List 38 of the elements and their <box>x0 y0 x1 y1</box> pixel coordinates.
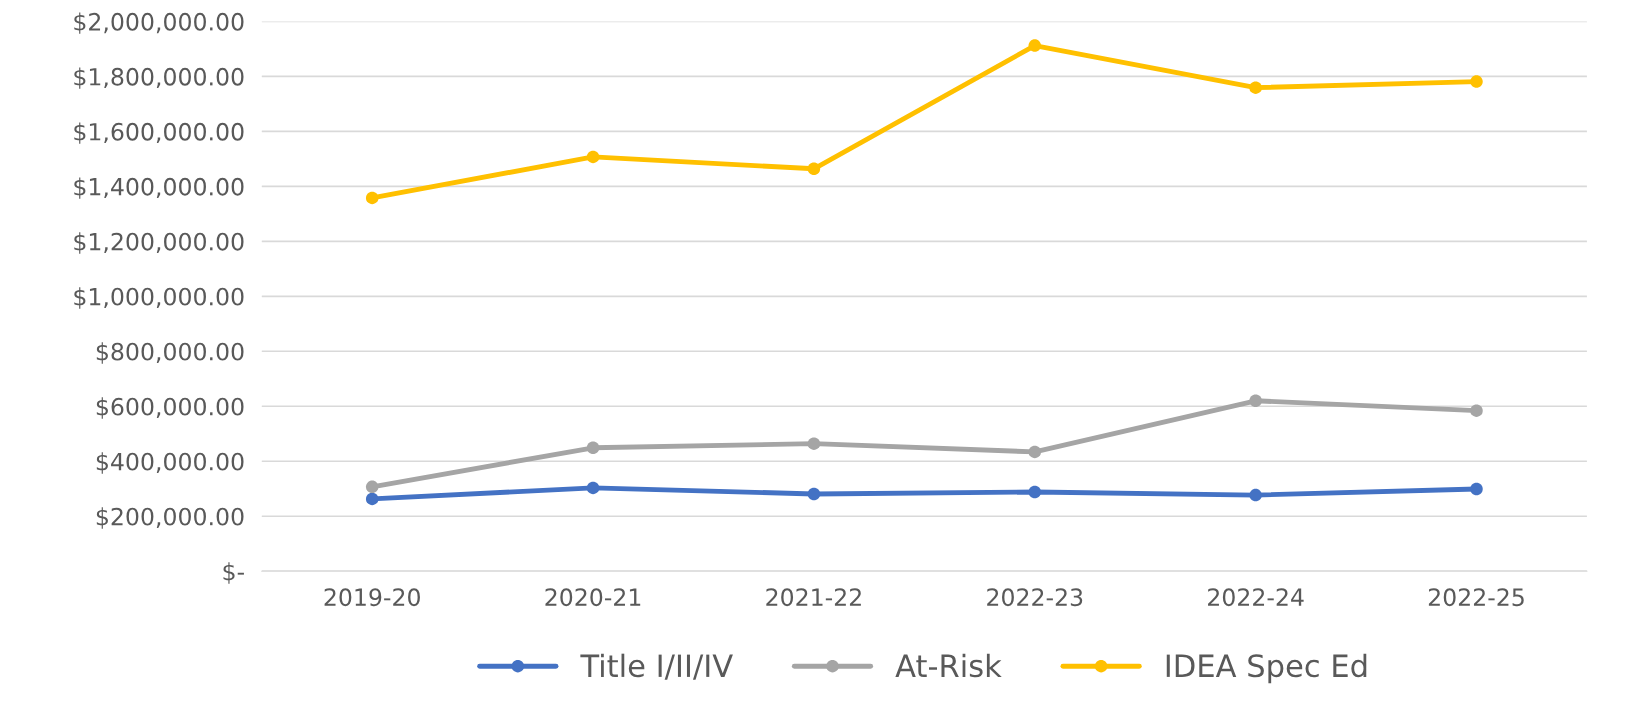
legend-label: At-Risk <box>895 653 1002 678</box>
point <box>586 150 600 164</box>
point <box>586 481 600 495</box>
x-tick-label: 2022-25 <box>1428 588 1524 607</box>
x-tick-label: 2022-24 <box>1208 588 1304 607</box>
point <box>1470 482 1483 496</box>
point <box>365 492 379 506</box>
point <box>1249 81 1262 94</box>
point <box>1249 488 1262 502</box>
y-tick-label: $1,600,000.00 <box>74 122 244 144</box>
x-tick-label: 2020-21 <box>545 588 641 607</box>
y-tick-label: $400,000.00 <box>96 452 244 474</box>
point <box>807 487 821 501</box>
y-tick-label: $1,200,000.00 <box>74 232 244 254</box>
y-tick-label: $2,000,000.00 <box>74 12 244 34</box>
y-tick-label: $1,800,000.00 <box>74 67 244 89</box>
x-tick-label: 2022-23 <box>987 588 1083 607</box>
y-tick-label: $- <box>223 562 244 584</box>
y-tick-label: $600,000.00 <box>96 397 244 419</box>
y-tick-label: $800,000.00 <box>96 342 244 364</box>
point <box>1470 404 1483 417</box>
point <box>586 441 600 455</box>
point <box>1028 485 1042 499</box>
point <box>1028 445 1042 459</box>
point <box>1470 75 1483 88</box>
point <box>807 162 821 176</box>
point <box>1249 394 1262 408</box>
y-tick-label: $200,000.00 <box>96 507 244 529</box>
point <box>365 480 379 494</box>
point <box>365 191 379 205</box>
x-tick-label: 2019-20 <box>324 588 420 607</box>
y-tick-label: $1,400,000.00 <box>74 177 244 199</box>
point <box>807 437 821 450</box>
point <box>1028 39 1042 52</box>
legend-label: Title I/II/IV <box>580 653 733 680</box>
x-tick-label: 2021-22 <box>766 588 861 607</box>
y-tick-label: $1,000,000.00 <box>74 287 244 309</box>
legend-label: IDEA Spec Ed <box>1166 653 1367 684</box>
